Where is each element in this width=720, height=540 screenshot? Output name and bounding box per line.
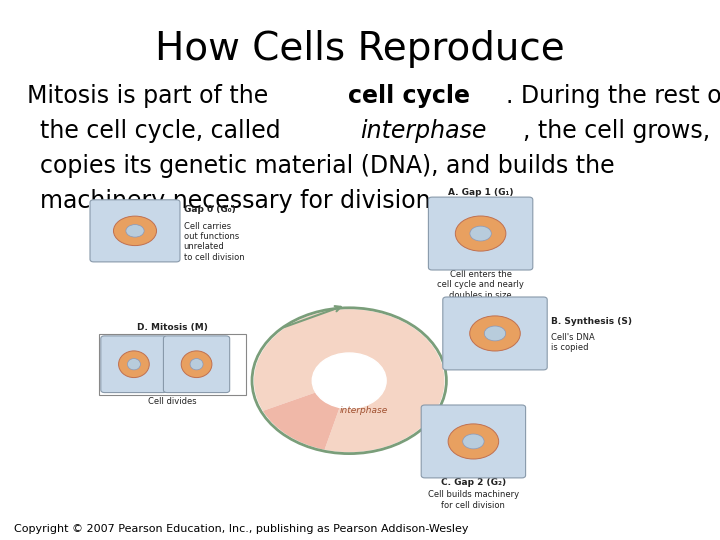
Ellipse shape <box>455 216 506 251</box>
Text: Gap 0 (G₀): Gap 0 (G₀) <box>184 205 235 214</box>
FancyBboxPatch shape <box>163 336 230 393</box>
Text: interphase: interphase <box>360 119 486 143</box>
Text: Cell builds machinery
for cell division: Cell builds machinery for cell division <box>428 490 519 510</box>
Ellipse shape <box>190 359 203 370</box>
Ellipse shape <box>485 326 505 341</box>
FancyBboxPatch shape <box>101 336 167 393</box>
Ellipse shape <box>127 359 140 370</box>
Ellipse shape <box>126 225 144 237</box>
Ellipse shape <box>181 351 212 377</box>
Circle shape <box>312 353 386 408</box>
Text: Copyright © 2007 Pearson Education, Inc., publishing as Pearson Addison-Wesley: Copyright © 2007 Pearson Education, Inc.… <box>14 523 469 534</box>
Text: . During the rest of: . During the rest of <box>505 84 720 107</box>
Ellipse shape <box>470 226 491 241</box>
Text: Cell enters the
cell cycle and nearly
doubles in size: Cell enters the cell cycle and nearly do… <box>437 270 524 300</box>
Text: , the cell grows,: , the cell grows, <box>523 119 710 143</box>
Text: copies its genetic material (DNA), and builds the: copies its genetic material (DNA), and b… <box>40 154 614 178</box>
FancyBboxPatch shape <box>421 405 526 478</box>
Text: C. Gap 2 (G₂): C. Gap 2 (G₂) <box>441 478 506 487</box>
FancyBboxPatch shape <box>443 297 547 370</box>
Wedge shape <box>254 309 444 452</box>
FancyBboxPatch shape <box>90 200 180 262</box>
Text: Mitosis is part of the: Mitosis is part of the <box>27 84 276 107</box>
Text: the cell cycle, called: the cell cycle, called <box>40 119 288 143</box>
Ellipse shape <box>114 216 156 246</box>
Wedge shape <box>263 381 349 450</box>
FancyBboxPatch shape <box>428 197 533 270</box>
Ellipse shape <box>448 424 499 459</box>
FancyBboxPatch shape <box>99 334 246 395</box>
Ellipse shape <box>469 316 521 351</box>
Ellipse shape <box>463 434 484 449</box>
Text: D. Mitosis (M): D. Mitosis (M) <box>138 323 208 332</box>
Text: Cell's DNA
is copied: Cell's DNA is copied <box>551 333 595 352</box>
Text: How Cells Reproduce: How Cells Reproduce <box>155 30 565 68</box>
Text: A. Gap 1 (G₁): A. Gap 1 (G₁) <box>448 188 513 197</box>
Text: Cell divides: Cell divides <box>148 397 197 406</box>
Text: interphase: interphase <box>339 406 388 415</box>
Text: cell cycle: cell cycle <box>348 84 470 107</box>
Text: Cell carries
out functions
unrelated
to cell division: Cell carries out functions unrelated to … <box>184 221 244 262</box>
Text: B. Synthesis (S): B. Synthesis (S) <box>551 316 632 326</box>
Text: machinery necessary for division.: machinery necessary for division. <box>40 189 438 213</box>
Ellipse shape <box>119 351 149 377</box>
